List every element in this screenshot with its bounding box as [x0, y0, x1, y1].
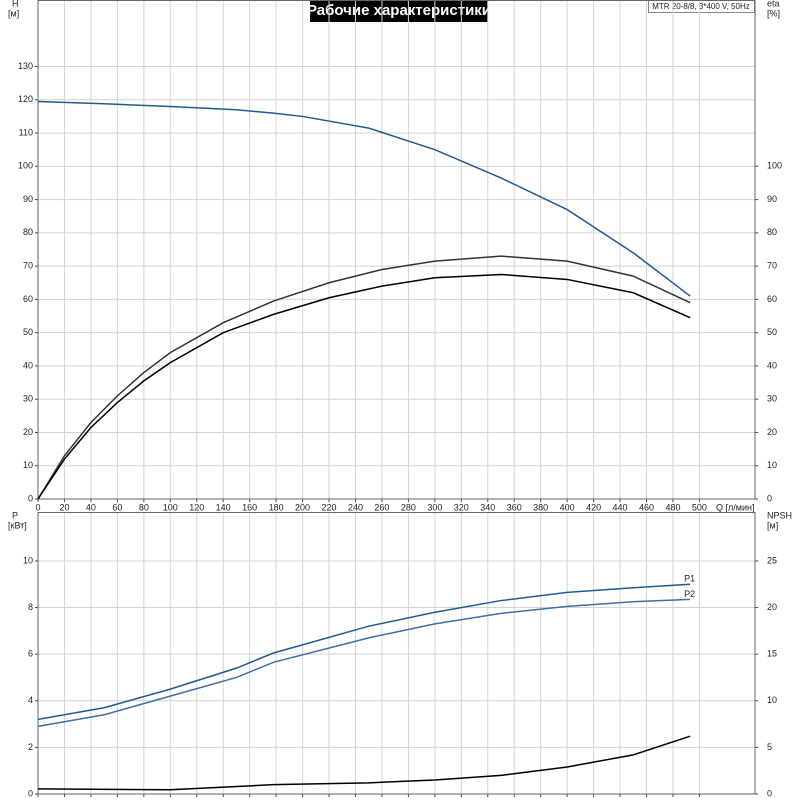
y-tick-label: 130 — [18, 61, 33, 71]
y2-tick-label: 50 — [767, 327, 777, 337]
series-label: P1 — [684, 574, 695, 584]
y2-tick-label: 5 — [767, 742, 772, 752]
x-tick-label: 20 — [59, 502, 69, 512]
series-line — [37, 255, 691, 500]
y2-tick-label: 40 — [767, 360, 777, 370]
y-tick-label: 120 — [18, 94, 33, 104]
y2-axis-unit: [м] — [767, 520, 778, 530]
y-tick-label: 2 — [28, 742, 33, 752]
x-tick-label: 260 — [374, 502, 389, 512]
model-label: MTR 20-8/8, 3*400 V, 50Hz — [652, 2, 750, 11]
y-tick-label: 30 — [23, 394, 33, 404]
chart-title: Рабочие характеристики — [307, 2, 491, 19]
y2-tick-label: 60 — [767, 294, 777, 304]
x-tick-label: 300 — [427, 502, 442, 512]
x-tick-label: 120 — [189, 502, 204, 512]
plot-frame — [37, 512, 756, 795]
series-line — [37, 100, 691, 297]
x-tick-label: 240 — [348, 502, 363, 512]
y2-tick-label: 25 — [767, 555, 777, 565]
x-tick-label: 100 — [163, 502, 178, 512]
y-tick-label: 6 — [28, 649, 33, 659]
x-tick-label: 340 — [480, 502, 495, 512]
y2-tick-label: 20 — [767, 427, 777, 437]
y-axis-label: P — [12, 510, 18, 520]
x-tick-label: 220 — [322, 502, 337, 512]
y2-tick-label: 0 — [767, 493, 772, 503]
x-tick-label: 440 — [613, 502, 628, 512]
y-tick-label: 80 — [23, 227, 33, 237]
y-tick-label: 0 — [28, 788, 33, 798]
y2-axis-unit: [%] — [767, 8, 780, 18]
series-line — [37, 598, 691, 728]
y-tick-label: 10 — [23, 460, 33, 470]
y2-tick-label: 70 — [767, 261, 777, 271]
y-tick-label: 90 — [23, 194, 33, 204]
y2-tick-label: 20 — [767, 602, 777, 612]
x-tick-label: 480 — [665, 502, 680, 512]
plot-frame — [37, 0, 756, 500]
x-tick-label: 160 — [242, 502, 257, 512]
series-line — [37, 583, 691, 721]
x-tick-label: 360 — [507, 502, 522, 512]
y2-axis-label: NPSH — [767, 510, 792, 520]
y-tick-label: 20 — [23, 427, 33, 437]
series-line — [37, 735, 691, 791]
x-tick-label: 320 — [454, 502, 469, 512]
y-tick-label: 50 — [23, 327, 33, 337]
y-tick-label: 8 — [28, 602, 33, 612]
x-tick-label: 380 — [533, 502, 548, 512]
x-tick-label: 400 — [560, 502, 575, 512]
series-label: P2 — [684, 589, 695, 599]
y-tick-label: 40 — [23, 360, 33, 370]
y-tick-label: 4 — [28, 695, 33, 705]
y-axis-label: H — [12, 0, 19, 8]
x-tick-label: 500 — [692, 502, 707, 512]
series-line — [37, 273, 691, 500]
x-tick-label: 0 — [35, 502, 40, 512]
y-axis-unit: [кВт] — [8, 520, 27, 530]
title-box — [310, 0, 488, 22]
y-tick-label: 70 — [23, 261, 33, 271]
x-tick-label: 460 — [639, 502, 654, 512]
y-tick-label: 100 — [18, 161, 33, 171]
x-tick-label: 60 — [112, 502, 122, 512]
y2-tick-label: 30 — [767, 394, 777, 404]
x-tick-label: 420 — [586, 502, 601, 512]
y2-tick-label: 100 — [767, 161, 782, 171]
x-tick-label: 280 — [401, 502, 416, 512]
x-tick-label: 200 — [295, 502, 310, 512]
x-tick-label: 40 — [86, 502, 96, 512]
y2-tick-label: 0 — [767, 788, 772, 798]
y2-tick-label: 10 — [767, 695, 777, 705]
x-axis-label: Q [л/мин] — [716, 502, 754, 512]
y-axis-unit: [м] — [8, 8, 19, 18]
x-tick-label: 180 — [269, 502, 284, 512]
y2-axis-label: eta — [767, 0, 780, 8]
y-tick-label: 10 — [23, 555, 33, 565]
x-tick-label: 140 — [216, 502, 231, 512]
y2-tick-label: 80 — [767, 227, 777, 237]
x-tick-label: 80 — [139, 502, 149, 512]
y-tick-label: 0 — [28, 493, 33, 503]
y2-tick-label: 10 — [767, 460, 777, 470]
y-tick-label: 60 — [23, 294, 33, 304]
y-tick-label: 110 — [19, 127, 33, 137]
y2-tick-label: 15 — [767, 649, 777, 659]
y2-tick-label: 90 — [767, 194, 777, 204]
